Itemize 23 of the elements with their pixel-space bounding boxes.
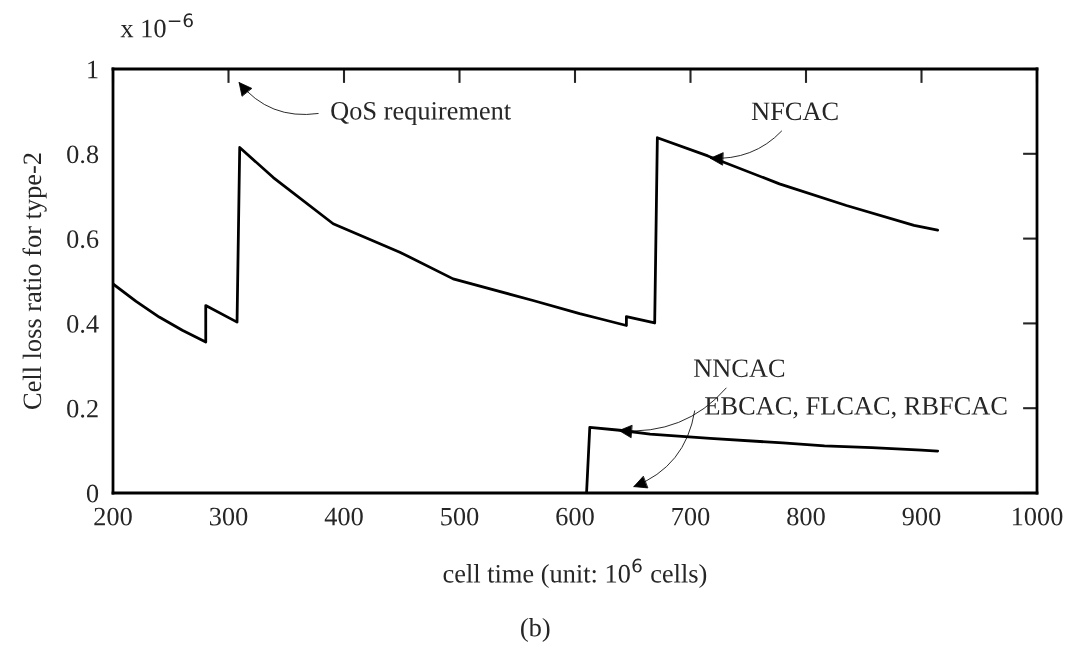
y-tick-label: 0.8 [67, 145, 99, 164]
x-tick-label: 700 [672, 507, 710, 526]
y-tick-label: 1 [88, 60, 98, 79]
y-tick-label: 0.4 [67, 315, 99, 333]
x-tick-label: 500 [441, 507, 479, 526]
x-tick-label: 600 [556, 507, 594, 526]
text: x 10$^{−6}$ [120, 13, 193, 38]
annotation: NFCAC [751, 102, 838, 121]
y-tick-label: 0 [86, 484, 99, 503]
text: (b) [521, 617, 550, 642]
y-tick-label: 0.6 [67, 230, 99, 249]
y-axis-title: Cell loss ratio for type-2 [22, 153, 47, 409]
x-axis-title: cell time (unit: 10$^{6}$ cells) [443, 558, 707, 589]
x-tick-label: 1000 [1012, 507, 1063, 526]
annotation: QoS requirement [331, 101, 511, 126]
annotation: NNCAC [693, 359, 785, 378]
x-tick-label: 900 [902, 507, 941, 526]
x-tick-label: 400 [324, 507, 363, 526]
x-tick-label: 300 [209, 507, 248, 526]
annotation: EBCAC, FLCAC, RBFCAC [705, 397, 1007, 419]
x-tick-label: 800 [787, 507, 825, 526]
y-tick-label: 0.2 [67, 399, 98, 418]
x-tick-label: 200 [94, 507, 132, 526]
